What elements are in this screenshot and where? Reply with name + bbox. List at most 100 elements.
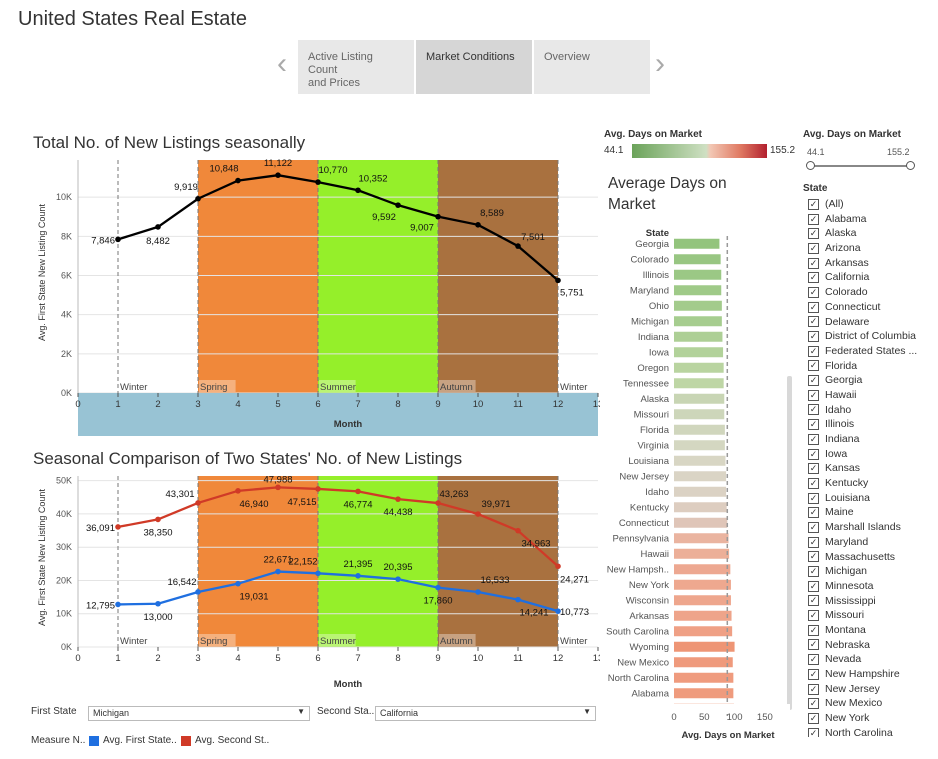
checkbox-icon[interactable]: ✓ xyxy=(808,331,819,343)
state-filter-item[interactable]: ✓ Massachusetts xyxy=(808,550,930,565)
bar-category-label: Ohio xyxy=(649,301,669,312)
bar xyxy=(674,362,724,373)
state-filter-item[interactable]: ✓ Missouri xyxy=(808,608,930,623)
checkbox-icon[interactable]: ✓ xyxy=(808,683,819,695)
state-filter-item[interactable]: ✓ Alaska xyxy=(808,226,930,241)
state-filter-item[interactable]: ✓ Iowa xyxy=(808,447,930,462)
checkbox-icon[interactable]: ✓ xyxy=(808,375,819,387)
state-filter-label: California xyxy=(825,271,870,284)
state-filter-item[interactable]: ✓ Kansas xyxy=(808,461,930,476)
prev-arrow-icon[interactable]: ‹ xyxy=(277,47,287,80)
state-filter-item[interactable]: ✓ Maryland xyxy=(808,535,930,550)
y-tick-label: 0K xyxy=(61,642,72,652)
two-state-comparison-chart: 0K 10K 20K 30K 40K 50K Winter Spring Summer Autum… xyxy=(37,474,600,690)
state-filter-item[interactable]: ✓ New Hampshire xyxy=(808,667,930,682)
state-filter-item[interactable]: ✓ New York xyxy=(808,711,930,726)
checkbox-icon[interactable]: ✓ xyxy=(808,521,819,533)
state-filter-item[interactable]: ✓ Connecticut xyxy=(808,300,930,315)
checkbox-icon[interactable]: ✓ xyxy=(808,610,819,622)
state-filter-item[interactable]: ✓ (All) xyxy=(808,197,930,212)
checkbox-icon[interactable]: ✓ xyxy=(808,301,819,313)
checkbox-icon[interactable]: ✓ xyxy=(808,624,819,636)
checkbox-icon[interactable]: ✓ xyxy=(808,360,819,372)
checkbox-icon[interactable]: ✓ xyxy=(808,507,819,519)
state-filter-item[interactable]: ✓ Kentucky xyxy=(808,476,930,491)
checkbox-icon[interactable]: ✓ xyxy=(808,566,819,578)
state-filter-item[interactable]: ✓ Mississippi xyxy=(808,594,930,609)
state-filter-item[interactable]: ✓ Georgia xyxy=(808,373,930,388)
state-filter-item[interactable]: ✓ Florida xyxy=(808,359,930,374)
second-state-dropdown[interactable]: California ▼ xyxy=(375,706,596,721)
checkbox-icon[interactable]: ✓ xyxy=(808,712,819,724)
state-filter-item[interactable]: ✓ New Mexico xyxy=(808,696,930,711)
checkbox-icon[interactable]: ✓ xyxy=(808,389,819,401)
checkbox-icon[interactable]: ✓ xyxy=(808,316,819,328)
state-filter-item[interactable]: ✓ California xyxy=(808,270,930,285)
checkbox-icon[interactable]: ✓ xyxy=(808,668,819,680)
tab-overview[interactable]: Overview xyxy=(534,40,650,94)
checkbox-icon[interactable]: ✓ xyxy=(808,257,819,269)
state-filter-item[interactable]: ✓ District of Columbia xyxy=(808,329,930,344)
x-tick-label: 5 xyxy=(275,399,280,410)
checkbox-icon[interactable]: ✓ xyxy=(808,419,819,431)
checkbox-icon[interactable]: ✓ xyxy=(808,698,819,710)
state-filter-item[interactable]: ✓ Arkansas xyxy=(808,256,930,271)
checkbox-icon[interactable]: ✓ xyxy=(808,345,819,357)
checkbox-icon[interactable]: ✓ xyxy=(808,404,819,416)
checkbox-icon[interactable]: ✓ xyxy=(808,272,819,284)
state-filter-item[interactable]: ✓ Michigan xyxy=(808,564,930,579)
data-point xyxy=(515,527,521,534)
checkbox-icon[interactable]: ✓ xyxy=(808,448,819,460)
checkbox-icon[interactable]: ✓ xyxy=(808,654,819,666)
state-filter-item[interactable]: ✓ Nebraska xyxy=(808,638,930,653)
checkbox-icon[interactable]: ✓ xyxy=(808,433,819,445)
state-filter-item[interactable]: ✓ New Jersey xyxy=(808,682,930,697)
state-filter-item[interactable]: ✓ Maine xyxy=(808,505,930,520)
checkbox-icon[interactable]: ✓ xyxy=(808,492,819,504)
state-filter-item[interactable]: ✓ Alabama xyxy=(808,212,930,227)
season-label: Spring xyxy=(200,636,227,647)
second-state-legend[interactable]: Avg. Second St.. xyxy=(195,735,270,746)
checkbox-icon[interactable]: ✓ xyxy=(808,536,819,548)
range-handle-max[interactable] xyxy=(906,161,915,170)
next-arrow-icon[interactable]: › xyxy=(655,47,665,80)
state-filter-item[interactable]: ✓ Marshall Islands xyxy=(808,520,930,535)
data-point xyxy=(395,576,401,582)
state-filter-item[interactable]: ✓ Idaho xyxy=(808,403,930,418)
checkbox-icon[interactable]: ✓ xyxy=(808,286,819,298)
bar-chart-title: Average Days on Market xyxy=(608,175,727,213)
state-filter-item[interactable]: ✓ Federated States ... xyxy=(808,344,930,359)
tab-market-conditions[interactable]: Market Conditions xyxy=(416,40,532,94)
state-filter-item[interactable]: ✓ Delaware xyxy=(808,315,930,330)
checkbox-icon[interactable]: ✓ xyxy=(808,213,819,225)
state-filter-item[interactable]: ✓ Minnesota xyxy=(808,579,930,594)
state-filter-item[interactable]: ✓ North Carolina xyxy=(808,726,930,737)
state-filter-item[interactable]: ✓ Montana xyxy=(808,623,930,638)
state-filter-item[interactable]: ✓ Nevada xyxy=(808,652,930,667)
checkbox-icon[interactable]: ✓ xyxy=(808,639,819,651)
range-handle-min[interactable] xyxy=(806,161,815,170)
state-filter-item[interactable]: ✓ Indiana xyxy=(808,432,930,447)
checkbox-icon[interactable]: ✓ xyxy=(808,580,819,592)
state-filter-item[interactable]: ✓ Colorado xyxy=(808,285,930,300)
state-filter-item[interactable]: ✓ Illinois xyxy=(808,417,930,432)
tab-active-listing[interactable]: Active Listing Count and Prices xyxy=(298,40,414,94)
checkbox-icon[interactable]: ✓ xyxy=(808,595,819,607)
checkbox-icon[interactable]: ✓ xyxy=(808,727,819,737)
state-filter-item[interactable]: ✓ Arizona xyxy=(808,241,930,256)
x-tick-label: 6 xyxy=(315,653,320,664)
bar xyxy=(674,347,724,358)
checkbox-icon[interactable]: ✓ xyxy=(808,551,819,563)
bar-category-label: Virginia xyxy=(637,440,669,451)
checkbox-icon[interactable]: ✓ xyxy=(808,198,819,210)
first-state-dropdown[interactable]: Michigan ▼ xyxy=(88,706,310,721)
range-track[interactable] xyxy=(810,165,910,167)
data-label: 22,671 xyxy=(263,555,292,566)
first-state-legend[interactable]: Avg. First State.. xyxy=(103,735,177,746)
checkbox-icon[interactable]: ✓ xyxy=(808,242,819,254)
state-filter-item[interactable]: ✓ Hawaii xyxy=(808,388,930,403)
checkbox-icon[interactable]: ✓ xyxy=(808,463,819,475)
checkbox-icon[interactable]: ✓ xyxy=(808,228,819,240)
checkbox-icon[interactable]: ✓ xyxy=(808,477,819,489)
state-filter-item[interactable]: ✓ Louisiana xyxy=(808,491,930,506)
